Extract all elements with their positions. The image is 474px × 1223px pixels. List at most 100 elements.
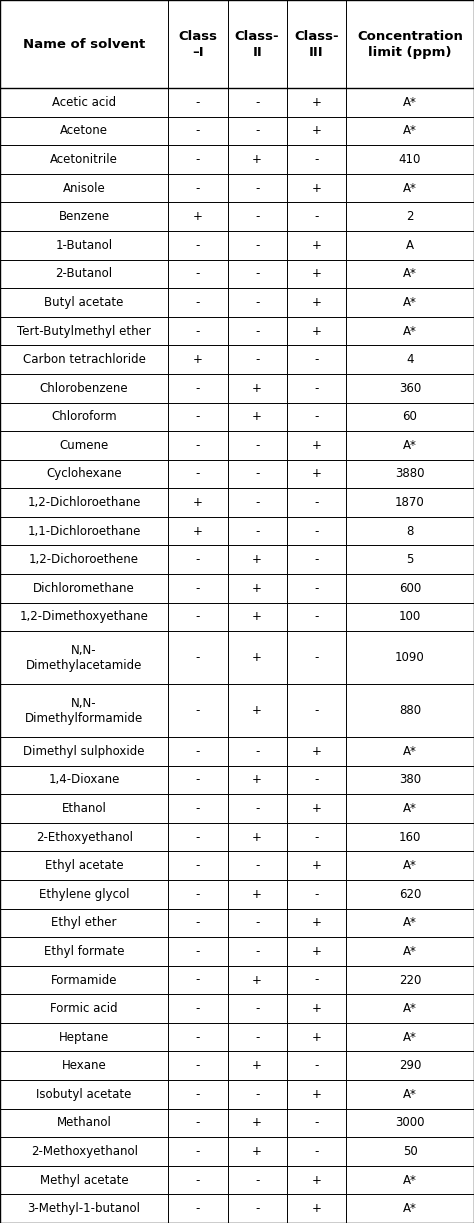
Text: -: - (314, 974, 319, 987)
Text: A*: A* (403, 1087, 417, 1101)
Text: 2-Ethoxyethanol: 2-Ethoxyethanol (36, 830, 133, 844)
Text: Cumene: Cumene (60, 439, 109, 453)
Text: -: - (255, 916, 259, 929)
Text: -: - (196, 1174, 200, 1186)
Text: Acetonitrile: Acetonitrile (50, 153, 118, 166)
Text: -: - (255, 1174, 259, 1186)
Text: +: + (311, 859, 321, 872)
Text: -: - (255, 353, 259, 366)
Text: A*: A* (403, 296, 417, 309)
Text: +: + (252, 1117, 262, 1130)
Text: A*: A* (403, 945, 417, 958)
Text: Chloroform: Chloroform (51, 411, 117, 423)
Text: +: + (252, 1059, 262, 1073)
Text: 160: 160 (399, 830, 421, 844)
Text: -: - (196, 296, 200, 309)
Text: 2-Butanol: 2-Butanol (55, 268, 113, 280)
Text: Anisole: Anisole (63, 181, 106, 194)
Text: N,N-
Dimethylacetamide: N,N- Dimethylacetamide (26, 643, 142, 671)
Text: -: - (196, 704, 200, 717)
Text: +: + (252, 610, 262, 624)
Text: -: - (196, 610, 200, 624)
Text: -: - (255, 181, 259, 194)
Text: -: - (314, 651, 319, 664)
Text: Cyclohexane: Cyclohexane (46, 467, 122, 481)
Text: Methanol: Methanol (57, 1117, 111, 1130)
Text: Hexane: Hexane (62, 1059, 107, 1073)
Text: +: + (252, 651, 262, 664)
Text: -: - (314, 1145, 319, 1158)
Text: 4: 4 (406, 353, 414, 366)
Text: 410: 410 (399, 153, 421, 166)
Text: Isobutyl acetate: Isobutyl acetate (36, 1087, 132, 1101)
Text: 100: 100 (399, 610, 421, 624)
Text: +: + (311, 181, 321, 194)
Text: +: + (311, 802, 321, 815)
Text: -: - (255, 296, 259, 309)
Text: +: + (311, 916, 321, 929)
Text: -: - (314, 497, 319, 509)
Text: +: + (311, 1202, 321, 1216)
Text: Concentration
limit (ppm): Concentration limit (ppm) (357, 29, 463, 59)
Text: -: - (255, 1087, 259, 1101)
Text: -: - (196, 153, 200, 166)
Text: N,N-
Dimethylformamide: N,N- Dimethylformamide (25, 697, 143, 724)
Text: -: - (196, 974, 200, 987)
Text: 2: 2 (406, 210, 414, 224)
Text: A*: A* (403, 181, 417, 194)
Text: -: - (196, 802, 200, 815)
Text: -: - (196, 411, 200, 423)
Text: -: - (314, 830, 319, 844)
Text: +: + (311, 439, 321, 453)
Text: -: - (196, 324, 200, 338)
Text: 3000: 3000 (395, 1117, 425, 1130)
Text: -: - (196, 1059, 200, 1073)
Text: -: - (314, 888, 319, 900)
Text: Class-
II: Class- II (235, 29, 280, 59)
Text: -: - (255, 95, 259, 109)
Text: -: - (314, 411, 319, 423)
Text: Formamide: Formamide (51, 974, 118, 987)
Text: -: - (196, 1031, 200, 1043)
Text: Benzene: Benzene (59, 210, 109, 224)
Text: +: + (252, 153, 262, 166)
Text: 5: 5 (406, 553, 414, 566)
Text: -: - (255, 525, 259, 538)
Text: Ethanol: Ethanol (62, 802, 107, 815)
Text: +: + (252, 830, 262, 844)
Text: Name of solvent: Name of solvent (23, 38, 145, 50)
Text: A*: A* (403, 439, 417, 453)
Text: +: + (252, 704, 262, 717)
Text: A*: A* (403, 324, 417, 338)
Text: -: - (196, 945, 200, 958)
Text: -: - (255, 945, 259, 958)
Text: A*: A* (403, 1202, 417, 1216)
Text: -: - (255, 745, 259, 758)
Text: 1,2-Dimethoxyethane: 1,2-Dimethoxyethane (20, 610, 148, 624)
Text: A*: A* (403, 745, 417, 758)
Text: A*: A* (403, 95, 417, 109)
Text: A*: A* (403, 268, 417, 280)
Text: -: - (196, 859, 200, 872)
Text: Butyl acetate: Butyl acetate (45, 296, 124, 309)
Text: +: + (311, 1174, 321, 1186)
Text: -: - (196, 553, 200, 566)
Text: -: - (314, 1117, 319, 1130)
Text: -: - (196, 888, 200, 900)
Text: +: + (252, 411, 262, 423)
Text: Acetic acid: Acetic acid (52, 95, 116, 109)
Text: 1,4-Dioxane: 1,4-Dioxane (48, 773, 120, 786)
Text: A*: A* (403, 1031, 417, 1043)
Text: -: - (314, 1059, 319, 1073)
Text: 1,1-Dichloroethane: 1,1-Dichloroethane (27, 525, 141, 538)
Text: Heptane: Heptane (59, 1031, 109, 1043)
Text: -: - (196, 181, 200, 194)
Text: -: - (255, 125, 259, 137)
Text: 1090: 1090 (395, 651, 425, 664)
Text: +: + (193, 497, 203, 509)
Text: Ethyl acetate: Ethyl acetate (45, 859, 123, 872)
Text: A*: A* (403, 859, 417, 872)
Text: +: + (311, 95, 321, 109)
Text: 60: 60 (402, 411, 418, 423)
Text: +: + (252, 773, 262, 786)
